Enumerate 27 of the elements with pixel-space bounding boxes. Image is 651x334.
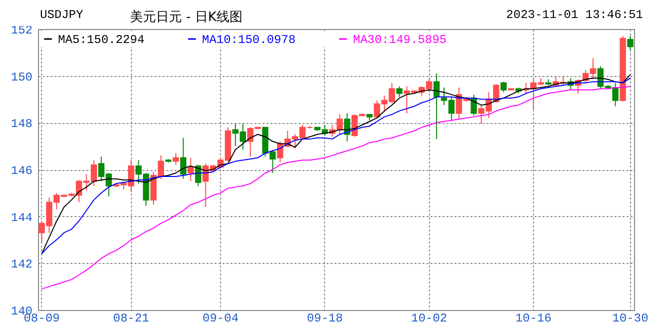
candlestick: [627, 36, 634, 51]
x-tick-label: 09-18: [306, 312, 343, 326]
text: USDJPY: [40, 8, 84, 22]
text: 2023-11-01 13:46:51: [506, 8, 643, 22]
y-tick-label: 150: [10, 70, 32, 84]
candlestick: [344, 112, 350, 142]
y-tick-label: 146: [10, 164, 32, 178]
candlestick: [195, 164, 202, 186]
legend-label: MA5:150.2294: [58, 33, 144, 47]
candlestick: [500, 81, 507, 93]
candlestick: [470, 94, 477, 116]
line-series: [41, 86, 631, 290]
x-tick-label: 08-21: [113, 312, 150, 326]
y-tick-label: 144: [10, 210, 32, 225]
candlestick: [180, 137, 186, 180]
candlestick: [172, 152, 179, 166]
legend-label: MA30:149.5895: [353, 33, 447, 47]
x-tick-label: 10-02: [411, 312, 448, 326]
chart-title: 美元日元 - 日K线图: [130, 9, 242, 26]
x-tick-label: 10-16: [515, 312, 552, 326]
y-tick-label: 142: [10, 258, 32, 272]
y-tick-label: 148: [10, 117, 32, 132]
x-tick-label: 10-30: [612, 312, 648, 326]
x-tick-label: 09-04: [202, 312, 239, 326]
candlestick: [188, 157, 194, 182]
candlestick: [396, 86, 402, 98]
legend-label: MA10:150.0978: [202, 33, 296, 47]
